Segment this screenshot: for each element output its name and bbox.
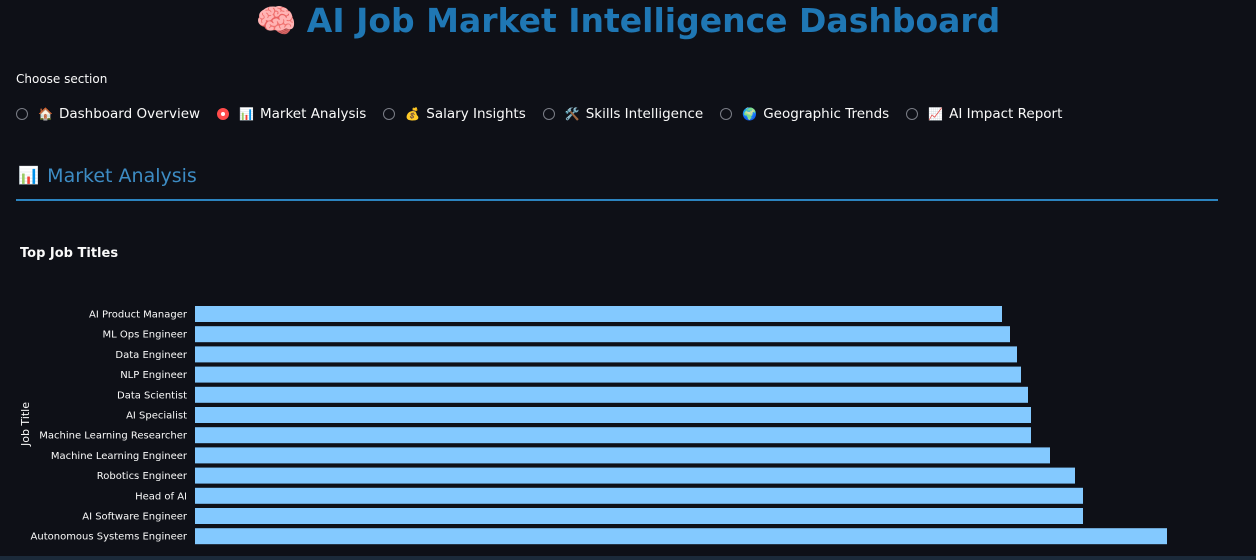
radio-ai-impact-report[interactable]: 📈 AI Impact Report <box>906 106 1062 122</box>
title-bar: 🧠 AI Job Market Intelligence Dashboard <box>0 0 1256 46</box>
y-tick-label: AI Specialist <box>126 411 187 422</box>
y-tick-label: ML Ops Engineer <box>102 330 187 341</box>
chart-bar <box>195 508 1083 524</box>
bar-chart-icon: 📊 <box>239 107 254 121</box>
y-tick-label: Machine Learning Engineer <box>51 451 188 462</box>
bottom-strip <box>0 556 1256 560</box>
section-radio-group: 🏠 Dashboard Overview 📊 Market Analysis 💰… <box>16 103 1079 125</box>
y-tick-label: Data Scientist <box>117 390 187 401</box>
brain-icon: 🧠 <box>255 1 297 40</box>
radio-geographic-trends[interactable]: 🌍 Geographic Trends <box>720 106 889 122</box>
radio-circle[interactable] <box>16 108 28 120</box>
radio-market-analysis[interactable]: 📊 Market Analysis <box>217 106 366 122</box>
radio-label: Market Analysis <box>260 106 367 122</box>
radio-circle[interactable] <box>720 108 733 120</box>
chart-bar <box>195 346 1017 363</box>
chart-bar <box>195 386 1028 403</box>
radio-circle[interactable] <box>383 108 396 120</box>
page-title: 🧠 AI Job Market Intelligence Dashboard <box>256 1 1001 41</box>
chart-tick-labels: AI Product Manager ML Ops Engineer Data En… <box>31 310 188 543</box>
section-divider <box>16 199 1218 201</box>
money-bag-icon: 💰 <box>405 107 421 121</box>
radio-label: Skills Intelligence <box>585 106 704 122</box>
chart-bar <box>195 306 1002 322</box>
radio-circle[interactable] <box>906 108 919 120</box>
tools-icon: 🛠️ <box>564 107 580 121</box>
chart-bar <box>195 487 1083 504</box>
y-tick-label: Robotics Engineer <box>97 471 188 482</box>
globe-icon: 🌍 <box>742 107 758 121</box>
chart-bar <box>195 528 1167 545</box>
chart-bar <box>195 467 1075 484</box>
chart-bar <box>195 427 1031 444</box>
radio-skills-intelligence[interactable]: 🛠️ Skills Intelligence <box>542 106 704 122</box>
y-tick-label: NLP Engineer <box>120 370 188 381</box>
y-tick-label: AI Software Engineer <box>82 512 188 523</box>
page-title-text: AI Job Market Intelligence Dashboard <box>306 1 1001 40</box>
y-tick-label: Autonomous Systems Engineer <box>31 532 188 543</box>
radio-label: AI Impact Report <box>949 106 1063 122</box>
section-chooser-label: Choose section <box>16 72 108 86</box>
trend-chart-icon: 📈 <box>928 107 944 121</box>
section-heading-text: Market Analysis <box>47 165 197 187</box>
y-tick-label: Data Engineer <box>115 350 187 361</box>
radio-label: Geographic Trends <box>763 106 890 122</box>
top-job-titles-chart: AI Product Manager ML Ops Engineer Data En… <box>19 306 1167 545</box>
chart-title: Top Job Titles <box>20 246 119 261</box>
radio-dashboard-overview[interactable]: 🏠 Dashboard Overview <box>16 106 200 122</box>
chart-bar <box>195 326 1010 343</box>
section-heading: 📊 Market Analysis <box>18 165 197 187</box>
y-tick-label: AI Product Manager <box>89 310 188 321</box>
chart-bar <box>195 366 1021 383</box>
chart-bars <box>195 306 1167 545</box>
bar-chart-icon: 📊 <box>18 166 40 186</box>
radio-circle[interactable] <box>542 108 555 120</box>
y-tick-label: Machine Learning Researcher <box>39 431 188 442</box>
y-tick-label: Head of AI <box>135 491 187 502</box>
radio-label: Dashboard Overview <box>58 106 201 122</box>
chart-bar <box>195 447 1050 464</box>
radio-label: Salary Insights <box>426 106 526 122</box>
y-axis-title: Job Title <box>19 402 32 447</box>
chart-bar <box>195 407 1031 423</box>
radio-circle-selected[interactable] <box>217 108 230 120</box>
house-icon: 🏠 <box>38 107 53 121</box>
radio-salary-insights[interactable]: 💰 Salary Insights <box>383 106 526 122</box>
